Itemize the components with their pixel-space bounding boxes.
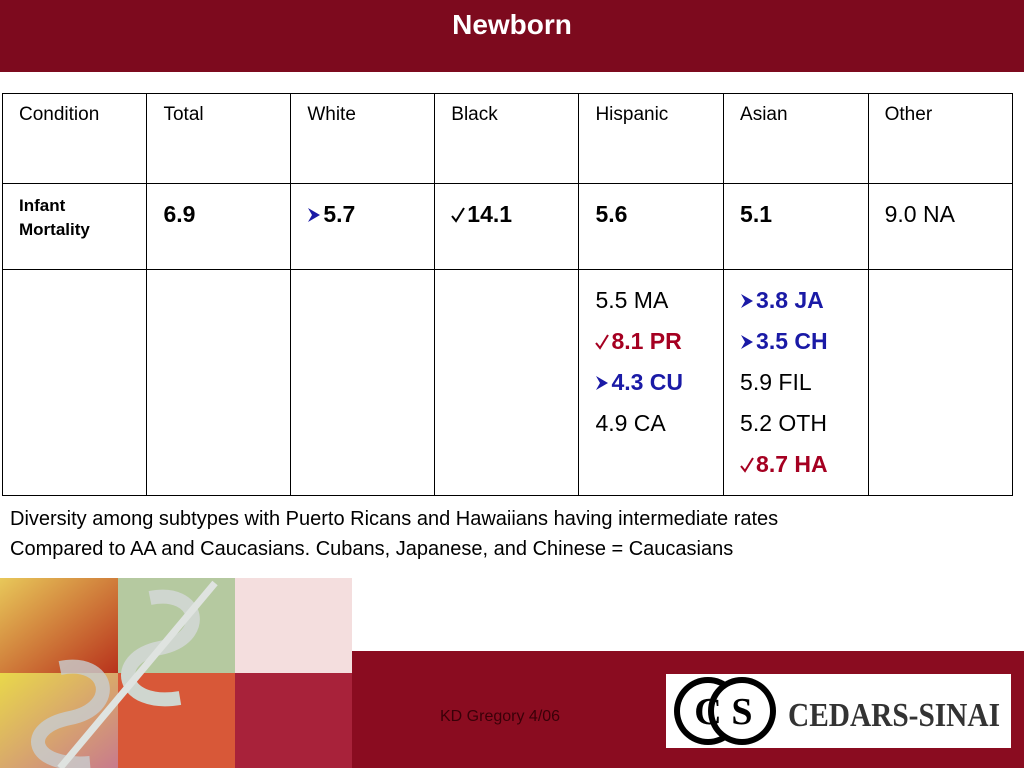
table-row: Infant Mortality 6.9 5.7 14.1 5.6 5.1 9.0 NA	[1, 183, 1014, 270]
table-cell	[1, 269, 148, 496]
cell-text: 3.5 CH	[756, 328, 828, 354]
cell-item: 5.2 OTH	[740, 403, 852, 444]
cell-text: 5.2 OTH	[740, 410, 827, 436]
cell-item: 14.1	[451, 194, 562, 235]
cell-item: 5.9 FIL	[740, 362, 852, 403]
cell-text: Infant Mortality	[19, 196, 90, 239]
cell-item: 3.5 CH	[740, 321, 852, 362]
table-cell	[867, 269, 1014, 496]
cell-item: 5.6	[595, 194, 707, 235]
cell-item: 6.9	[163, 194, 274, 235]
cell-item: 5.7	[307, 194, 418, 235]
arrow-bullet	[741, 335, 754, 349]
column-header: Hispanic	[578, 93, 725, 184]
cell-text: 5.6	[595, 201, 628, 227]
decorative-art	[0, 578, 352, 768]
title: Newborn	[452, 9, 572, 40]
cell-text: 8.1 PR	[611, 328, 682, 354]
logo: C S CEDARS-SINAI	[666, 674, 1011, 748]
logo-text: CEDARS-SINAI	[788, 697, 1000, 734]
table-row: 5.5 MA 8.1 PR 4.3 CU 4.9 CA 3.8 JA 3.5 CH 5.9 …	[1, 269, 1014, 496]
cell-text: 6.9	[163, 201, 196, 227]
check-bullet	[740, 457, 754, 473]
cell-item: Infant Mortality	[19, 194, 130, 242]
column-header: Other	[867, 93, 1014, 184]
table-cell: 5.1	[723, 183, 869, 270]
column-header: Total	[146, 93, 292, 184]
cell-text: 9.0 NA	[884, 201, 955, 227]
column-header: Black	[434, 93, 580, 184]
table-cell: 5.6	[578, 183, 725, 270]
footer-note: KD Gregory 4/06	[440, 708, 561, 725]
table-cell: 3.8 JA 3.5 CH 5.9 FIL 5.2 OTH 8.7 HA	[723, 269, 869, 496]
cell-text: 4.3 CU	[611, 369, 684, 395]
cell-item: 4.9 CA	[595, 403, 707, 444]
cell-item: 9.0 NA	[885, 194, 996, 235]
caption-line: Diversity among subtypes with Puerto Ric…	[10, 508, 779, 530]
cell-text: 5.5 MA	[595, 287, 669, 313]
table-cell: 5.7	[290, 183, 436, 270]
arrow-bullet	[741, 294, 754, 308]
cell-item: 8.7 HA	[740, 444, 852, 485]
column-header: Condition	[1, 93, 148, 184]
cell-text: 5.1	[740, 201, 773, 227]
cell-text: 3.8 JA	[756, 287, 824, 313]
table-cell: 6.9	[146, 183, 292, 270]
check-bullet	[451, 207, 466, 223]
cell-text: 8.7 HA	[756, 451, 828, 477]
cell-item: 3.8 JA	[740, 280, 852, 321]
table-cell	[146, 269, 292, 496]
column-header: Asian	[723, 93, 869, 184]
table-cell: 9.0 NA	[867, 183, 1014, 270]
table-cell	[290, 269, 436, 496]
header-row: Condition Total White Black Hispanic Asian Oth…	[1, 93, 1014, 184]
arrow-bullet	[596, 376, 609, 390]
arrow-bullet	[308, 208, 321, 222]
table-cell: 5.5 MA 8.1 PR 4.3 CU 4.9 CA	[578, 269, 725, 496]
cell-item: 5.1	[740, 194, 852, 235]
cell-item: 4.3 CU	[595, 362, 707, 403]
table-cell	[434, 269, 580, 496]
logo-letter: S	[731, 691, 752, 733]
logo-letter: C	[694, 691, 721, 733]
data-table: Condition Total White Black Hispanic Asian Oth…	[1, 93, 1014, 496]
title-bar: Newborn	[0, 0, 1024, 72]
column-header: White	[290, 93, 436, 184]
cell-text: 4.9 CA	[595, 410, 666, 436]
check-bullet	[595, 334, 610, 350]
table-cell: 14.1	[434, 183, 580, 270]
table-cell: Infant Mortality	[1, 183, 148, 270]
caption-line: Compared to AA and Caucasians. Cubans, J…	[10, 538, 734, 560]
cell-item: 5.5 MA	[595, 280, 707, 321]
caption: Diversity among subtypes with Puerto Ric…	[10, 504, 778, 564]
cell-text: 14.1	[467, 201, 513, 227]
cell-item: 8.1 PR	[595, 321, 707, 362]
cell-text: 5.9 FIL	[740, 369, 812, 395]
cell-text: 5.7	[323, 201, 356, 227]
